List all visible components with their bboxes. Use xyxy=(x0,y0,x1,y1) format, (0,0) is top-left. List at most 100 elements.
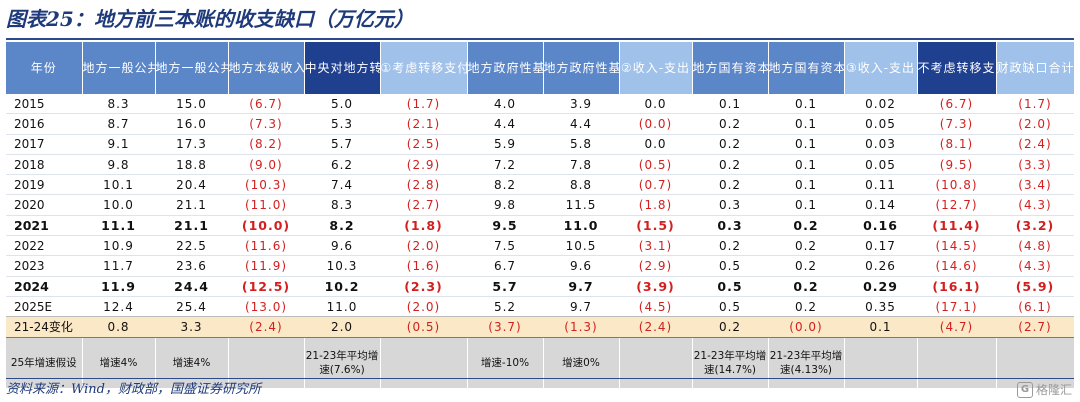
value-cell: 9.6 xyxy=(543,255,619,277)
watermark: G 格隆汇 xyxy=(1016,381,1072,399)
value-cell: 10.5 xyxy=(543,235,619,257)
value-cell: (9.5) xyxy=(917,154,996,176)
value-cell: 21.1 xyxy=(155,194,228,216)
value-cell: 7.5 xyxy=(467,235,543,257)
value-cell: (4.8) xyxy=(996,235,1074,257)
value-cell: (17.1) xyxy=(917,296,996,318)
value-cell: 0.2 xyxy=(692,174,768,196)
value-cell: 7.4 xyxy=(304,174,380,196)
value-cell: (0.5) xyxy=(380,316,467,338)
value-cell: (14.6) xyxy=(917,255,996,277)
value-cell: (3.4) xyxy=(996,174,1074,196)
column-header: 年份 xyxy=(6,42,83,94)
value-cell: 8.2 xyxy=(467,174,543,196)
value-cell: 0.5 xyxy=(692,255,768,277)
value-cell: 18.8 xyxy=(155,154,228,176)
value-cell: 0.16 xyxy=(844,215,917,237)
table-row: 2023 11.7 23.6 (11.9) 10.3 (1.6) 6.7 9.6 (2.9) 0.… xyxy=(6,255,1074,277)
assumption-cell xyxy=(228,337,305,388)
value-cell: (6.7) xyxy=(917,94,996,115)
value-cell: 0.35 xyxy=(844,296,917,318)
value-cell: (1.3) xyxy=(543,316,619,338)
assumption-cell: 21-23年平均增速(7.6%) xyxy=(304,337,381,388)
value-cell: (0.5) xyxy=(619,154,692,176)
table-row: 2017 9.1 17.3 (8.2) 5.7 (2.5) 5.9 5.8 0.0 0.2 0.1 0… xyxy=(6,134,1074,155)
value-cell: 0.1 xyxy=(768,113,844,135)
value-cell: 10.3 xyxy=(304,255,380,277)
value-cell: (16.1) xyxy=(917,276,996,297)
value-cell: (8.1) xyxy=(917,134,996,155)
year-cell: 2019 xyxy=(6,174,82,196)
value-cell: (2.3) xyxy=(380,276,467,297)
value-cell: (1.7) xyxy=(380,94,467,115)
assumption-cell: 21-23年平均增速(14.7%) xyxy=(692,337,769,388)
value-cell: (2.1) xyxy=(380,113,467,135)
value-cell: 22.5 xyxy=(155,235,228,257)
value-cell: 9.7 xyxy=(543,296,619,318)
value-cell: 8.7 xyxy=(82,113,155,135)
column-header: ②收入-支出 xyxy=(619,42,693,94)
value-cell: 10.9 xyxy=(82,235,155,257)
value-cell: 0.2 xyxy=(692,113,768,135)
value-cell: 4.0 xyxy=(467,94,543,115)
value-cell: 11.0 xyxy=(543,215,619,237)
value-cell: (1.8) xyxy=(619,194,692,216)
value-cell: (8.2) xyxy=(228,134,304,155)
value-cell: 12.4 xyxy=(82,296,155,318)
value-cell: (3.3) xyxy=(996,154,1074,176)
value-cell: (4.3) xyxy=(996,255,1074,277)
value-cell: (2.8) xyxy=(380,174,467,196)
assumption-cell xyxy=(619,337,693,388)
title-divider xyxy=(6,38,1074,40)
value-cell: 0.26 xyxy=(844,255,917,277)
value-cell: 0.2 xyxy=(768,255,844,277)
value-cell: 7.2 xyxy=(467,154,543,176)
column-header: 中央对地方转移支付 xyxy=(304,42,381,94)
source-divider xyxy=(6,378,1074,379)
value-cell: (12.7) xyxy=(917,194,996,216)
value-cell: 10.0 xyxy=(82,194,155,216)
value-cell: 0.2 xyxy=(692,134,768,155)
assumption-cell xyxy=(996,337,1074,388)
value-cell: 5.0 xyxy=(304,94,380,115)
year-cell: 2025E xyxy=(6,296,82,318)
value-cell: 0.3 xyxy=(692,194,768,216)
column-header: 地方国有资本经营支出 xyxy=(768,42,845,94)
assumption-cell: 增速4% xyxy=(82,337,156,388)
value-cell: 25.4 xyxy=(155,296,228,318)
value-cell: 5.7 xyxy=(304,134,380,155)
year-cell: 2015 xyxy=(6,94,82,115)
value-cell: (9.0) xyxy=(228,154,304,176)
value-cell: 0.2 xyxy=(692,235,768,257)
year-cell: 21-24变化 xyxy=(6,316,82,338)
value-cell: 5.9 xyxy=(467,134,543,155)
table-row: 21-24变化 0.8 3.3 (2.4) 2.0 (0.5) (3.7) (1.3) (2.4… xyxy=(6,316,1074,338)
value-cell: 3.3 xyxy=(155,316,228,338)
value-cell: (2.5) xyxy=(380,134,467,155)
value-cell: 11.9 xyxy=(82,276,155,297)
value-cell: 21.1 xyxy=(155,215,228,237)
year-cell: 2023 xyxy=(6,255,82,277)
value-cell: (4.5) xyxy=(619,296,692,318)
column-header: 地方政府性基金收入 xyxy=(467,42,544,94)
value-cell: (2.0) xyxy=(380,235,467,257)
value-cell: (7.3) xyxy=(917,113,996,135)
value-cell: 0.2 xyxy=(768,215,844,237)
value-cell: (5.9) xyxy=(996,276,1074,297)
value-cell: 0.02 xyxy=(844,94,917,115)
table-row: 2018 9.8 18.8 (9.0) 6.2 (2.9) 7.2 7.8 (0.5) 0.2 0.… xyxy=(6,154,1074,176)
value-cell: (13.0) xyxy=(228,296,304,318)
value-cell: (1.7) xyxy=(996,94,1074,115)
figure-title: 图表25：地方前三本账的收支缺口（万亿元） xyxy=(6,7,414,31)
value-cell: (2.7) xyxy=(996,316,1074,338)
value-cell: 20.4 xyxy=(155,174,228,196)
value-cell: 7.8 xyxy=(543,154,619,176)
column-header: 地方本级收入-支出 xyxy=(228,42,305,94)
value-cell: 9.1 xyxy=(82,134,155,155)
value-cell: (4.3) xyxy=(996,194,1074,216)
value-cell: 0.05 xyxy=(844,113,917,135)
assumption-cell: 增速4% xyxy=(155,337,229,388)
value-cell: 0.05 xyxy=(844,154,917,176)
value-cell: 4.4 xyxy=(467,113,543,135)
value-cell: 8.2 xyxy=(304,215,380,237)
